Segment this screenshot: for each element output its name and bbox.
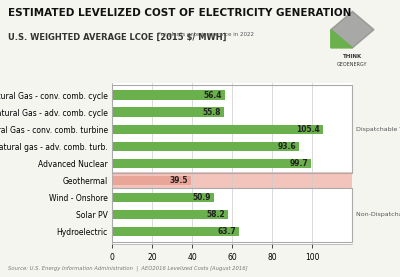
Bar [112, 107, 224, 117]
Bar [112, 142, 299, 151]
Bar [112, 172, 352, 189]
Text: 93.6: 93.6 [278, 142, 296, 151]
Text: ESTIMATED LEVELIZED COST OF ELECTRICITY GENERATION: ESTIMATED LEVELIZED COST OF ELECTRICITY … [8, 8, 351, 18]
Text: 39.5: 39.5 [170, 176, 188, 185]
Bar [112, 210, 228, 219]
Text: Source: U.S. Energy Information Administration  |  AEO2016 Levelized Costs [Augu: Source: U.S. Energy Information Administ… [8, 266, 248, 271]
Text: 56.4: 56.4 [203, 91, 222, 100]
Bar [112, 125, 323, 134]
Bar [112, 90, 225, 100]
Polygon shape [331, 30, 352, 48]
Text: U.S. WEIGHTED AVERAGE LCOE [2015 $/ MWH]: U.S. WEIGHTED AVERAGE LCOE [2015 $/ MWH] [8, 33, 226, 42]
Text: GEOENERGY: GEOENERGY [337, 62, 368, 67]
Bar [112, 193, 214, 202]
Text: THINK: THINK [343, 54, 362, 59]
Bar [112, 227, 240, 237]
Text: 55.8: 55.8 [202, 108, 221, 117]
Bar [112, 159, 312, 168]
Text: 105.4: 105.4 [296, 125, 320, 134]
Text: 63.7: 63.7 [218, 227, 236, 236]
Text: For plants entering service in 2022: For plants entering service in 2022 [158, 32, 254, 37]
Bar [112, 176, 191, 185]
Text: 50.9: 50.9 [192, 193, 211, 202]
Polygon shape [331, 11, 374, 48]
Text: 99.7: 99.7 [290, 159, 308, 168]
Text: 58.2: 58.2 [207, 210, 226, 219]
Text: Dispatchable Technologies: Dispatchable Technologies [356, 127, 400, 132]
Text: Non-Dispatchable Technologies: Non-Dispatchable Technologies [356, 212, 400, 217]
